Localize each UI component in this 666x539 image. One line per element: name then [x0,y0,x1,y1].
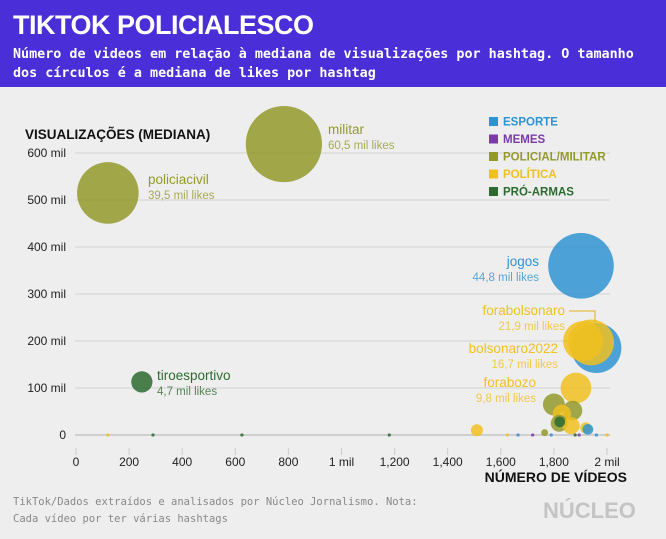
leader-line [569,310,596,322]
point-label: forabolsonaro [482,303,565,318]
data-point [151,433,155,437]
point-likes-label: 4,7 mil likes [157,386,217,398]
point-label: jogos [506,254,540,269]
x-tick-label: 1,600 [486,455,516,469]
y-tick-label: 100 mil [27,381,66,395]
legend-swatch [489,117,498,126]
legend-label: PRÓ-ARMAS [503,186,574,199]
x-tick-label: 200 [119,455,139,469]
x-tick-label: 1,200 [380,455,410,469]
legend-label: ESPORTE [503,117,558,129]
chart-title: TIKTOK POLICIALESCO [13,10,314,40]
data-point-policiacivil [77,162,139,224]
data-point [573,433,577,437]
data-point [531,433,535,437]
point-likes-label: 60,5 mil likes [328,140,395,152]
data-point [387,433,391,437]
point-likes-label: 16,7 mil likes [492,359,559,371]
y-tick-label: 500 mil [27,193,66,207]
legend-swatch [489,134,498,144]
data-point-jogos [548,233,614,299]
y-tick-label: 400 mil [27,240,66,254]
data-point [470,424,483,437]
data-point [582,423,594,435]
x-tick-label: 800 [278,455,298,469]
legend-label: MEMES [503,134,546,146]
legend-label: POLICIAL/MILITAR [503,152,606,164]
data-point [562,417,580,435]
data-point [106,433,110,437]
chart-subtitle: Número de videos em relação à mediana de… [13,47,634,81]
data-point [541,429,549,437]
point-label: bolsonaro2022 [469,341,558,356]
data-point [594,433,598,437]
x-axis-title: NÚMERO DE VÍDEOS [485,468,627,485]
data-point [577,433,581,437]
y-tick-label: 600 mil [27,146,66,160]
point-label: forabozo [483,375,536,390]
x-tick-label: 0 [73,455,80,469]
x-tick-label: 1,800 [539,455,569,469]
point-likes-label: 39,5 mil likes [148,190,215,202]
x-tick-label: 1,400 [433,455,463,469]
x-tick-label: 2 mil [594,455,619,469]
x-tick-label: 600 [225,455,245,469]
legend-swatch [489,187,498,196]
point-likes-label: 9,8 mil likes [476,393,536,405]
data-point [605,433,609,437]
data-point-militar [245,105,322,183]
point-label: policiacivil [148,172,209,187]
x-tick-label: 400 [172,455,192,469]
nucleo-logo: NÚCLEO [543,498,636,523]
data-point [516,433,520,437]
legend-label: POLÍTICA [503,168,557,181]
data-point-bolsonaro2022 [563,320,604,362]
data-point [505,433,510,437]
data-point [549,433,553,437]
y-tick-label: 200 mil [27,334,66,348]
legend-swatch [489,169,498,179]
point-likes-label: 21,9 mil likes [499,321,566,333]
y-axis-title: VISUALIZAÇÕES (MEDIANA) [25,127,210,142]
header: TIKTOK POLICIALESCO Número de videos em … [0,0,666,87]
x-tick-label: 1 mil [329,455,354,469]
data-point-tiroesportivo [131,371,153,393]
point-label: militar [328,122,365,137]
point-label: tiroesportivo [157,368,231,383]
data-point [554,416,566,428]
y-tick-label: 0 [59,428,66,442]
legend-swatch [489,152,498,161]
data-point-forabozo [560,372,592,404]
source-note: TikTok/Dados extraídos e analisados por … [13,496,418,525]
data-point [240,433,244,437]
y-tick-label: 300 mil [27,287,66,301]
point-likes-label: 44,8 mil likes [473,272,540,284]
